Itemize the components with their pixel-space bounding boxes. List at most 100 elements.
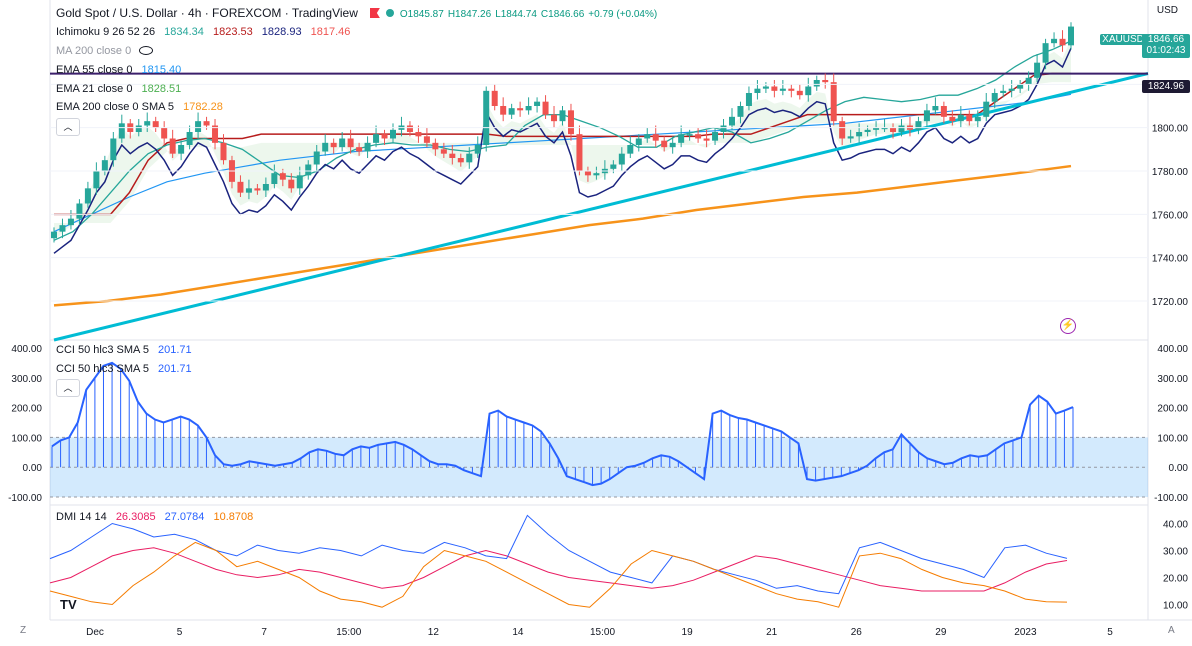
price-pane[interactable]: [50, 22, 1149, 342]
candle-body: [720, 125, 727, 132]
ichimoku-lagging-line: [53, 47, 1072, 254]
dmi-tick-label: 40.00: [1163, 520, 1188, 531]
candle-body: [305, 164, 312, 176]
candle-body: [220, 142, 227, 161]
candle-body: [745, 93, 752, 106]
ichimoku-tenkan-value: 1834.34: [164, 26, 204, 38]
candle-body: [1059, 38, 1066, 46]
cci-value: 201.71: [158, 344, 192, 356]
candle-body: [474, 145, 481, 154]
time-tick-label: 26: [851, 627, 863, 638]
candle-body: [618, 153, 625, 165]
cci-legend[interactable]: CCI 50 hlc3 SMA 5 201.71: [56, 344, 198, 356]
candle-body: [339, 138, 346, 148]
dmi-legend[interactable]: DMI 14 14 26.3085 27.0784 10.8708: [56, 511, 259, 523]
dmi-pane[interactable]: [49, 514, 1068, 608]
collapse-chevron-icon[interactable]: ︿: [56, 118, 80, 136]
cci-value-2: 201.71: [158, 363, 192, 375]
ohlc-change: +0.79 (+0.04%): [588, 9, 658, 20]
time-tick-label: 5: [1107, 627, 1113, 638]
candle-body: [279, 173, 286, 180]
candle-body: [483, 90, 490, 145]
flag-icon[interactable]: [369, 8, 380, 18]
candle-body: [347, 138, 354, 148]
cci-pane[interactable]: [50, 361, 1148, 498]
candle-body: [847, 136, 854, 139]
candle-body: [669, 142, 676, 148]
candle-body: [779, 88, 786, 91]
candle-body: [627, 145, 634, 154]
price-tick-label: 1780.00: [1152, 167, 1189, 178]
price-tick-label: 1720.00: [1152, 297, 1189, 308]
ichimoku-label: Ichimoku 9 26 52 26: [56, 26, 156, 38]
dmi-minus-line: [49, 514, 1068, 595]
candle-body: [135, 125, 142, 132]
candle-body: [152, 121, 159, 128]
cci-tick-label-right: 300.00: [1157, 374, 1188, 385]
ema21-legend[interactable]: EMA 21 close 0 1828.51: [56, 83, 187, 95]
candle-body: [1042, 43, 1049, 63]
dmi-tick-label: 30.00: [1163, 547, 1188, 558]
candle-body: [737, 106, 744, 117]
cci-tick-label-left: 300.00: [11, 374, 42, 385]
candle-body: [457, 158, 464, 163]
candle-body: [703, 138, 710, 141]
ema55-legend[interactable]: EMA 55 close 0 1815.40: [56, 64, 187, 76]
candle-body: [500, 106, 507, 115]
candle-body: [949, 116, 956, 122]
eye-off-icon[interactable]: [139, 46, 154, 55]
cci-tick-label-left: 200.00: [11, 404, 42, 415]
candle-body: [686, 134, 693, 136]
auto-icon[interactable]: A: [1168, 625, 1175, 636]
candle-body: [110, 138, 117, 161]
currency-label[interactable]: USD: [1156, 5, 1178, 16]
candle-body: [813, 80, 820, 87]
time-tick-label: 5: [177, 627, 183, 638]
price-tick-label: 1760.00: [1152, 210, 1189, 221]
time-tick-label: 2023: [1014, 627, 1037, 638]
cci-legend-2[interactable]: CCI 50 hlc3 SMA 5 201.71: [56, 363, 198, 375]
time-tick-label: 7: [261, 627, 267, 638]
lightning-icon[interactable]: ⚡: [1060, 318, 1076, 334]
candle-body: [551, 114, 558, 122]
candle-body: [576, 134, 583, 171]
chart-header: Gold Spot / U.S. Dollar · 4h · FOREXCOM …: [56, 6, 663, 20]
cci-tick-label-right: 0.00: [1169, 463, 1189, 474]
candle-body: [508, 108, 515, 115]
candle-body: [1068, 26, 1074, 46]
candle-body: [203, 121, 210, 126]
candle-body: [661, 140, 668, 148]
ichimoku-kijun-value: 1823.53: [212, 26, 253, 38]
candle-body: [517, 108, 524, 111]
last-price: 1846.66: [1147, 34, 1185, 45]
candle-body: [915, 121, 922, 130]
candle-body: [423, 136, 430, 143]
tradingview-logo[interactable]: TV: [60, 597, 77, 612]
cci-collapse-chevron-icon[interactable]: ︿: [56, 379, 80, 397]
candle-body: [144, 121, 151, 126]
cci-line: [51, 361, 1074, 487]
candle-body: [415, 132, 422, 137]
ema55-line: [53, 93, 1072, 233]
candle-body: [1000, 90, 1007, 93]
candle-body: [356, 147, 363, 152]
cci-tick-label-left: -100.00: [8, 493, 42, 504]
ichimoku-legend[interactable]: Ichimoku 9 26 52 26 1834.34 1823.53 1828…: [56, 26, 356, 38]
candle-body: [245, 188, 252, 193]
candle-body: [381, 134, 388, 139]
candle-body: [84, 188, 91, 204]
candle-body: [983, 101, 990, 117]
candle-body: [762, 86, 769, 89]
ema200-label: EMA 200 close 0 SMA 5: [56, 101, 175, 113]
ma200-legend[interactable]: MA 200 close 0: [56, 45, 159, 57]
dmi-plus-value: 26.3085: [115, 511, 156, 523]
ohlc-high: H1847.26: [447, 9, 492, 20]
ema200-legend[interactable]: EMA 200 close 0 SMA 5 1782.28: [56, 101, 229, 113]
candle-body: [754, 88, 761, 93]
cci-tick-label-right: -100.00: [1154, 493, 1188, 504]
chart-title[interactable]: Gold Spot / U.S. Dollar · 4h · FOREXCOM …: [56, 6, 358, 20]
z-icon[interactable]: Z: [20, 625, 27, 636]
dmi-plus-line: [49, 547, 1068, 592]
candle-body: [830, 82, 837, 122]
